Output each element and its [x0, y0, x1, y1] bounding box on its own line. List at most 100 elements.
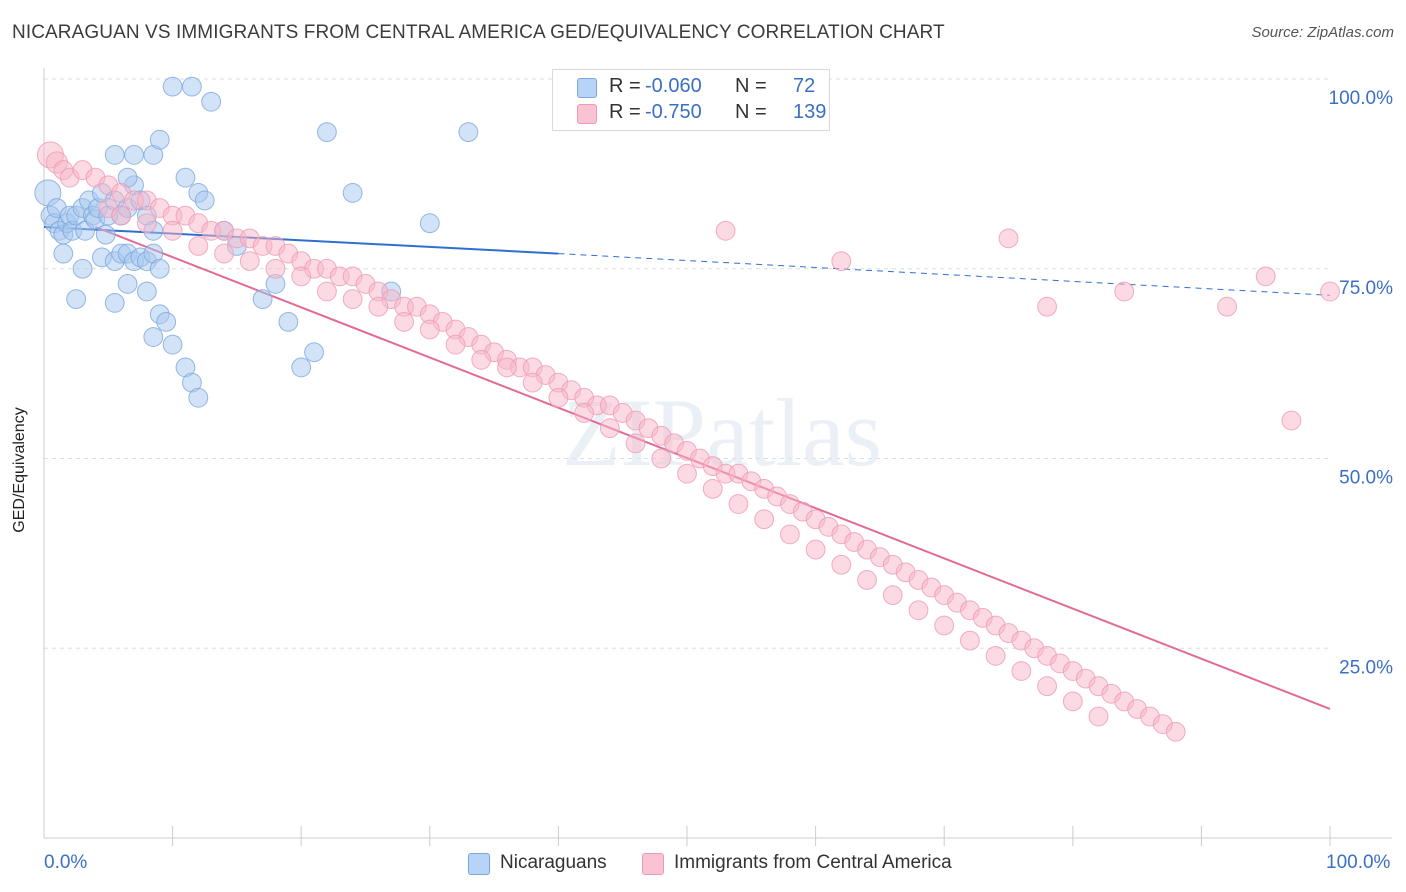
legend-swatch-pink — [577, 104, 597, 124]
point-immigrant — [368, 296, 389, 317]
y-tick-label: 100.0% — [1329, 88, 1394, 109]
point-nicaraguan — [304, 342, 324, 363]
legend-swatch-blue — [468, 853, 490, 875]
point-immigrant — [1088, 706, 1109, 727]
point-immigrant — [1165, 721, 1186, 742]
trend-line-nicaraguans-dashed — [558, 253, 1331, 296]
point-immigrant — [1011, 661, 1032, 681]
point-immigrant — [497, 357, 517, 378]
legend-r-label: R = — [609, 75, 641, 97]
point-nicaraguan — [53, 243, 74, 264]
point-nicaraguan — [181, 76, 202, 97]
y-tick-label: 75.0% — [1339, 278, 1393, 299]
point-immigrant — [960, 630, 980, 651]
trend-line-nicaraguans — [43, 226, 559, 255]
point-nicaraguan — [419, 213, 440, 234]
source-label: Source: ZipAtlas.com — [1251, 24, 1394, 41]
point-immigrant — [394, 311, 414, 332]
point-immigrant — [599, 418, 620, 439]
legend-r-value: -0.060 — [645, 75, 702, 97]
point-immigrant — [702, 478, 723, 499]
point-immigrant — [1062, 691, 1083, 712]
point-immigrant — [805, 539, 826, 560]
point-immigrant — [214, 243, 234, 264]
point-nicaraguan — [162, 76, 183, 97]
legend-n-label: N = — [735, 75, 767, 97]
point-nicaraguan — [252, 289, 273, 310]
point-immigrant — [265, 258, 286, 279]
point-immigrant — [574, 403, 595, 423]
y-axis-title: GED/Equivalency — [11, 407, 28, 533]
point-immigrant — [625, 433, 646, 454]
legend-r-label: R = — [609, 101, 641, 123]
point-nicaraguan — [95, 224, 116, 245]
point-immigrant — [882, 585, 903, 606]
point-immigrant — [934, 615, 955, 636]
point-nicaraguan — [458, 122, 479, 143]
point-immigrant — [342, 289, 363, 310]
legend-swatch-blue — [577, 78, 597, 98]
legend-n-value: 72 — [793, 75, 816, 97]
point-immigrant — [985, 645, 1006, 666]
legend-n-value: 139 — [793, 101, 827, 123]
point-immigrant — [651, 448, 672, 469]
point-immigrant — [998, 228, 1019, 249]
point-immigrant — [857, 570, 877, 590]
point-immigrant — [471, 349, 492, 370]
legend-n-label: N = — [735, 101, 767, 123]
point-immigrant — [1320, 281, 1340, 302]
point-immigrant — [445, 334, 466, 355]
point-nicaraguan — [124, 145, 144, 165]
point-immigrant — [1281, 410, 1302, 431]
point-nicaraguan — [156, 311, 177, 332]
point-nicaraguan — [104, 145, 125, 165]
point-nicaraguan — [194, 190, 215, 211]
point-nicaraguan — [149, 129, 170, 150]
point-immigrant — [1217, 296, 1238, 317]
point-immigrant — [522, 372, 543, 393]
y-tick-label: 25.0% — [1339, 657, 1393, 678]
data-points — [34, 76, 1340, 742]
point-immigrant — [1037, 296, 1057, 317]
y-tick-label: 50.0% — [1339, 468, 1393, 489]
bottom-legend-label: Immigrants from Central America — [674, 852, 952, 873]
point-immigrant — [317, 281, 337, 302]
x-tick-label-max: 100.0% — [1326, 852, 1391, 873]
point-nicaraguan — [342, 182, 363, 203]
point-immigrant — [715, 220, 736, 241]
point-nicaraguan — [117, 274, 138, 294]
point-nicaraguan — [188, 387, 209, 408]
grid-lines — [44, 78, 1330, 649]
point-nicaraguan — [72, 258, 93, 279]
point-immigrant — [188, 236, 209, 256]
point-immigrant — [1114, 281, 1135, 302]
point-nicaraguan — [136, 281, 157, 302]
point-immigrant — [831, 554, 852, 575]
point-immigrant — [831, 251, 852, 272]
point-immigrant — [754, 509, 775, 530]
legend-swatch-pink — [642, 853, 664, 875]
point-nicaraguan — [291, 357, 312, 378]
point-immigrant — [1255, 266, 1276, 287]
point-nicaraguan — [104, 293, 125, 313]
point-nicaraguan — [143, 327, 164, 347]
point-immigrant — [111, 205, 132, 226]
point-immigrant — [548, 387, 569, 408]
point-nicaraguan — [201, 91, 222, 112]
point-immigrant — [908, 600, 929, 621]
point-nicaraguan — [149, 258, 170, 279]
point-immigrant — [419, 319, 440, 340]
point-immigrant — [677, 463, 697, 484]
point-nicaraguan — [317, 122, 337, 143]
point-immigrant — [291, 266, 312, 287]
chart-title: NICARAGUAN VS IMMIGRANTS FROM CENTRAL AM… — [12, 22, 945, 43]
y-tick-labels: 100.0% 75.0% 50.0% 25.0% — [1329, 88, 1394, 678]
point-nicaraguan — [66, 289, 87, 310]
point-nicaraguan — [278, 311, 299, 332]
point-nicaraguan — [162, 334, 183, 355]
point-nicaraguan — [175, 167, 196, 188]
point-immigrant — [779, 524, 800, 545]
stats-legend: R = -0.060 N = 72 R = -0.750 N = 139 — [552, 69, 830, 131]
x-tick-label-min: 0.0% — [44, 852, 88, 873]
